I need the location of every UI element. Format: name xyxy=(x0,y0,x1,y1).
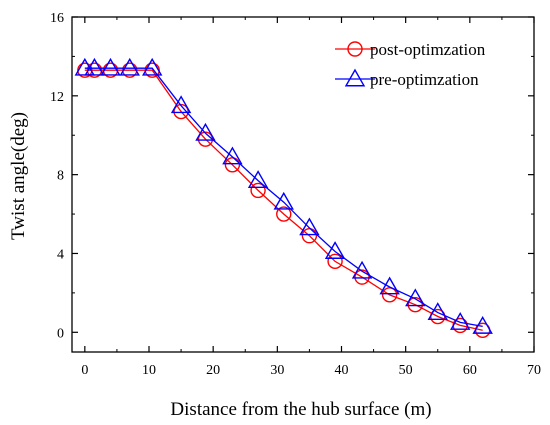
data-point xyxy=(405,288,426,307)
x-tick-label: 60 xyxy=(463,363,477,378)
data-point xyxy=(119,57,140,76)
data-point xyxy=(427,302,448,321)
legend-marker xyxy=(344,68,366,87)
y-tick-label: 12 xyxy=(50,90,64,105)
plot-frame xyxy=(71,16,535,353)
x-tick-label: 0 xyxy=(81,363,88,378)
data-point xyxy=(250,182,266,199)
legend-item: pre-optimzation xyxy=(335,68,479,89)
data-point xyxy=(195,122,216,141)
data-point xyxy=(84,57,105,76)
data-point xyxy=(327,253,343,270)
data-point xyxy=(351,260,373,279)
y-axis-title: Twist angle(deg) xyxy=(8,112,29,240)
data-point xyxy=(354,269,370,285)
data-point xyxy=(472,315,493,334)
data-point xyxy=(276,206,292,222)
series-line xyxy=(84,67,483,328)
data-point xyxy=(379,276,400,295)
x-tick-label: 20 xyxy=(206,363,220,378)
legend-marker xyxy=(347,41,363,57)
y-tick-label: 16 xyxy=(50,11,64,26)
data-point xyxy=(142,57,163,76)
series-line xyxy=(84,69,483,331)
x-tick-label: 40 xyxy=(335,363,349,378)
data-point xyxy=(222,146,243,165)
data-point xyxy=(173,103,189,120)
data-point xyxy=(450,312,471,330)
legend: post-optimzation pre-optimzation xyxy=(335,40,486,89)
series-pre-optimization xyxy=(74,57,493,334)
x-tick-label: 70 xyxy=(527,363,541,378)
data-point xyxy=(247,170,269,189)
axes: 0 10 20 30 40 50 60 70 0 4 8 12 16 xyxy=(50,11,541,378)
data-point xyxy=(273,191,294,210)
data-point xyxy=(100,57,121,76)
data-point xyxy=(170,95,192,114)
legend-item: post-optimzation xyxy=(335,40,486,59)
x-tick-label: 30 xyxy=(270,363,284,378)
data-point xyxy=(381,287,398,303)
legend-label: post-optimzation xyxy=(370,40,486,59)
data-point xyxy=(324,241,346,259)
data-point xyxy=(407,297,423,313)
x-tick-label: 10 xyxy=(142,363,156,378)
y-tick-label: 8 xyxy=(57,169,64,184)
legend-label: pre-optimzation xyxy=(370,70,479,89)
x-tick-label: 50 xyxy=(399,363,413,378)
plot-area xyxy=(74,57,493,339)
y-tick-label: 4 xyxy=(57,247,64,262)
y-tick-label: 0 xyxy=(57,326,64,341)
data-point xyxy=(299,217,320,236)
x-axis-title: Distance from the hub surface (m) xyxy=(170,399,431,420)
